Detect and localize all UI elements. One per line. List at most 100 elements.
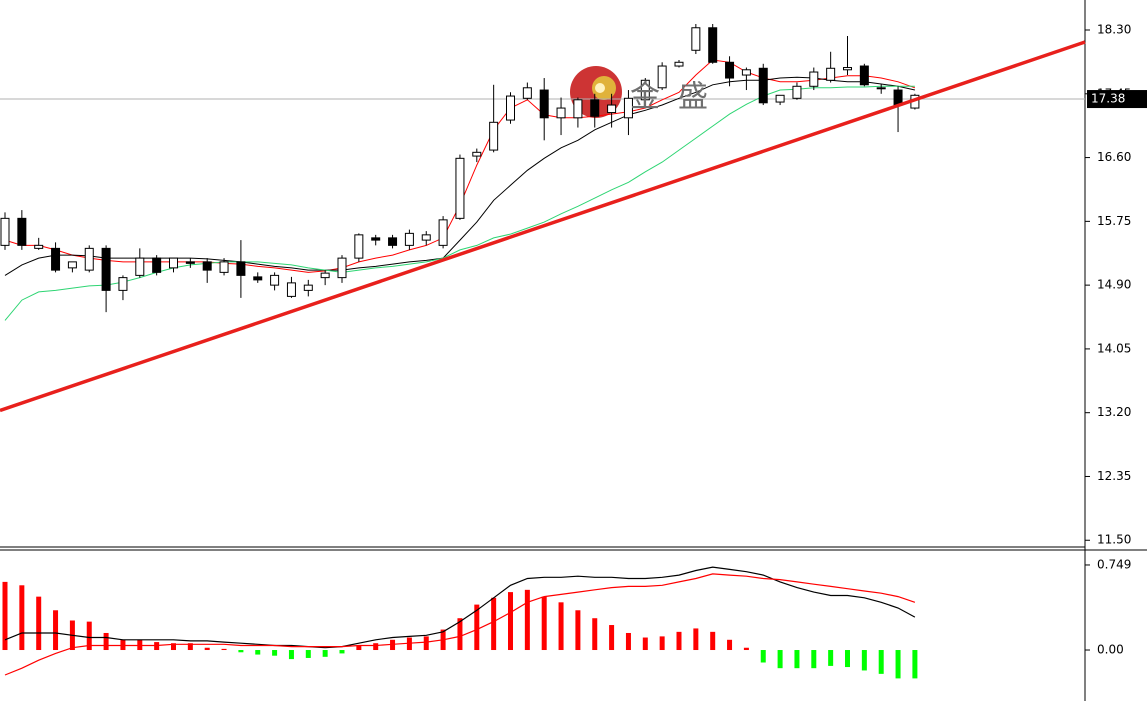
macd-bar	[474, 604, 480, 651]
macd-bar	[828, 650, 834, 666]
y-tick-label: 14.05	[1097, 341, 1131, 355]
y-tick-label: 16.60	[1097, 150, 1131, 164]
candle-body	[859, 65, 869, 86]
macd-bar	[19, 585, 25, 651]
candle-body	[84, 247, 94, 271]
macd-bar	[845, 650, 850, 668]
candle-body	[152, 257, 162, 273]
candle-body	[219, 261, 229, 273]
candle-body	[674, 61, 684, 67]
candle-body	[118, 277, 128, 291]
candle-body	[522, 87, 532, 99]
candle-body	[34, 244, 44, 249]
candle-body	[303, 284, 313, 291]
candle-body	[51, 247, 61, 271]
candle-body	[236, 261, 246, 276]
candle-body	[573, 99, 583, 119]
macd-bar	[811, 650, 817, 669]
candle-body	[556, 107, 566, 119]
macd-bar	[390, 639, 396, 651]
macd-bar	[305, 650, 311, 658]
macd-bar	[625, 632, 631, 651]
candle-body	[489, 121, 499, 151]
candle-body	[809, 71, 819, 87]
candle-body	[337, 257, 347, 279]
candle-body	[286, 282, 296, 297]
macd-bar	[743, 647, 749, 651]
macd-bar	[508, 592, 513, 651]
watermark-text: 金盛	[630, 80, 726, 115]
candle-body	[758, 67, 768, 104]
candle-body	[657, 65, 667, 89]
macd-bar	[760, 650, 766, 663]
macd-bar	[676, 631, 682, 651]
candle-body	[826, 67, 836, 81]
candle-body	[388, 237, 398, 246]
y-tick-label: 15.75	[1097, 214, 1131, 228]
indicator-line	[4, 573, 916, 676]
macd-bar	[423, 636, 429, 651]
candle-body	[506, 95, 515, 121]
macd-bar	[238, 650, 244, 653]
macd-bar	[171, 643, 176, 651]
macd-bar	[103, 632, 109, 651]
macd-bar	[693, 628, 699, 651]
macd-bar	[36, 596, 42, 651]
candle-body	[169, 257, 178, 269]
last-price-label: 17.38	[1091, 92, 1125, 106]
candle-body	[876, 87, 886, 90]
macd-bar	[575, 610, 581, 651]
macd-bar	[288, 650, 294, 660]
macd-bar	[491, 597, 497, 651]
candle-body	[691, 27, 701, 51]
candle-body	[371, 237, 381, 241]
macd-bar	[204, 647, 210, 651]
candle-body	[101, 247, 111, 291]
candle-body	[438, 219, 448, 246]
macd-bar	[2, 581, 8, 651]
macd-bar	[86, 621, 92, 651]
macd-bar	[727, 639, 733, 651]
candle-body	[404, 232, 414, 246]
candle-body	[741, 69, 751, 76]
macd-bar	[524, 589, 530, 651]
candle-body	[590, 99, 600, 117]
candle-body	[623, 97, 633, 119]
candle-body	[607, 104, 617, 114]
macd-bar	[221, 648, 227, 651]
macd-bar	[659, 636, 665, 651]
macd-bar	[255, 650, 261, 655]
candle-body	[354, 234, 364, 259]
macd-bar	[710, 631, 716, 651]
candle-body	[792, 85, 802, 99]
macd-bar	[322, 650, 328, 657]
candle-body	[202, 261, 212, 271]
candle-body	[67, 261, 77, 269]
macd-bar	[339, 650, 345, 654]
candle-body	[185, 261, 195, 264]
macd-bar	[558, 602, 564, 651]
candle-body	[472, 151, 482, 157]
y-tick-label: 11.50	[1097, 533, 1131, 547]
candle-body	[17, 217, 27, 246]
macd-bar	[609, 625, 615, 651]
candle-body	[253, 276, 263, 281]
macd-bar	[777, 650, 783, 669]
macd-bar	[457, 618, 463, 651]
indicator-line	[4, 566, 916, 649]
macd-bar	[642, 637, 648, 651]
macd-bar	[592, 618, 598, 651]
y-tick-label: 14.90	[1097, 278, 1131, 292]
macd-bar	[895, 650, 901, 679]
last-price-box	[1087, 90, 1147, 109]
macd-bar	[356, 645, 362, 651]
y-tick-label: 12.35	[1097, 469, 1131, 483]
macd-bar	[187, 643, 193, 651]
macd-bar	[912, 650, 918, 679]
macd-bar	[373, 643, 379, 651]
y-tick-label: 0.749	[1097, 557, 1131, 571]
macd-bar	[53, 610, 59, 651]
candle-body	[455, 157, 465, 219]
candle-body	[0, 217, 10, 246]
